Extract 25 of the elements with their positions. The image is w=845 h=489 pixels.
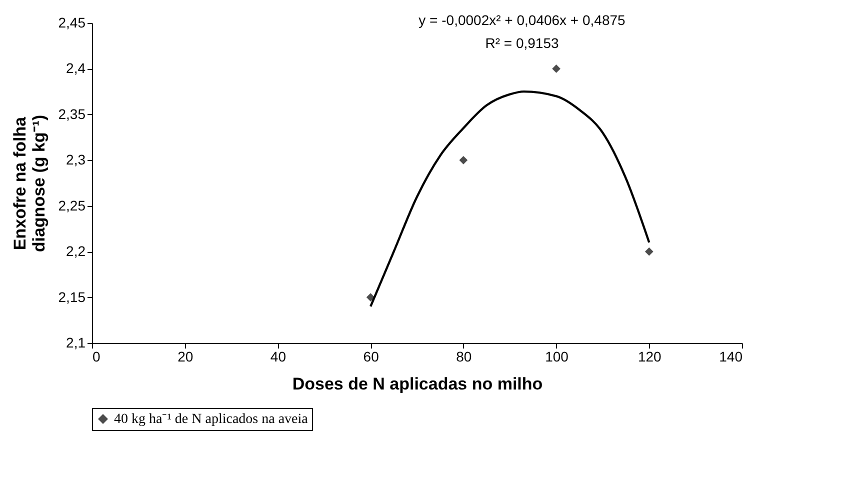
y-axis-title: Enxofre na folha diagnose (g kg⁻¹): [10, 114, 48, 252]
point: [552, 64, 560, 73]
x-tick-label: 140: [719, 348, 743, 364]
x-tick-label: 0: [92, 348, 100, 364]
y-tick-label: 2,2: [66, 243, 86, 260]
y-tick-label: 2,3: [66, 152, 86, 168]
annotation: R² = 0,9153: [485, 35, 559, 51]
x-tick-label: 120: [638, 348, 662, 364]
line-series: [369, 90, 650, 308]
legend-label: 40 kg ha⁻¹ de N aplicados na aveia: [114, 412, 309, 427]
y-tick-label: 2,45: [58, 14, 86, 30]
x-tick-label: 60: [363, 348, 380, 364]
annotation: y = -0,0002x² + 0,0406x + 0,4875: [418, 12, 626, 28]
point: [644, 247, 654, 256]
x-tick-label: 20: [178, 348, 194, 364]
y-tick-label: 2,15: [58, 288, 86, 305]
y-tick-label: 2,35: [58, 106, 86, 122]
y-tick-label: 2,25: [58, 197, 86, 214]
y-tick-label: 2,1: [66, 334, 86, 350]
x-tick-label: 40: [270, 348, 286, 364]
x-tick-label: 80: [456, 348, 472, 364]
x-tick-label: 100: [545, 348, 569, 364]
point: [459, 156, 468, 164]
x-axis-title: Doses de N aplicadas no milho: [292, 374, 543, 394]
y-tick-label: 2,4: [66, 60, 86, 76]
